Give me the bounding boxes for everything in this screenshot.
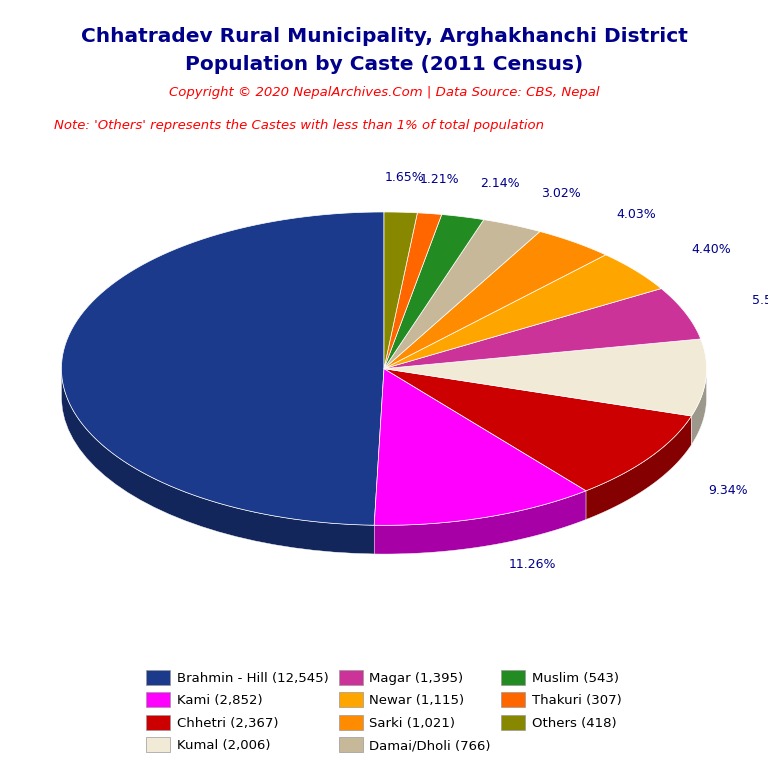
Polygon shape [384,255,661,369]
Text: Note: 'Others' represents the Castes with less than 1% of total population: Note: 'Others' represents the Castes wit… [54,119,544,132]
Text: 5.51%: 5.51% [752,294,768,307]
Text: 2.14%: 2.14% [480,177,520,190]
Text: Population by Caste (2011 Census): Population by Caste (2011 Census) [185,55,583,74]
Text: Copyright © 2020 NepalArchives.Com | Data Source: CBS, Nepal: Copyright © 2020 NepalArchives.Com | Dat… [169,86,599,99]
Polygon shape [384,339,707,416]
Text: Chhatradev Rural Municipality, Arghakhanchi District: Chhatradev Rural Municipality, Arghakhan… [81,27,687,46]
Text: 3.02%: 3.02% [541,187,581,200]
Polygon shape [384,220,540,369]
Polygon shape [586,416,691,519]
Polygon shape [384,369,691,491]
Polygon shape [384,212,417,369]
Text: 11.26%: 11.26% [509,558,557,571]
Polygon shape [61,212,384,525]
Polygon shape [61,371,374,554]
Text: 9.34%: 9.34% [709,485,748,498]
Polygon shape [384,214,484,369]
Polygon shape [374,491,586,554]
Text: 1.65%: 1.65% [385,171,424,184]
Legend: Brahmin - Hill (12,545), Kami (2,852), Chhetri (2,367), Kumal (2,006), Magar (1,: Brahmin - Hill (12,545), Kami (2,852), C… [141,664,627,757]
Polygon shape [691,369,707,445]
Polygon shape [384,231,606,369]
Polygon shape [374,369,586,525]
Polygon shape [384,213,442,369]
Text: 4.40%: 4.40% [691,243,731,256]
Text: 1.21%: 1.21% [420,173,459,186]
Polygon shape [384,289,700,369]
Text: 4.03%: 4.03% [616,208,656,221]
